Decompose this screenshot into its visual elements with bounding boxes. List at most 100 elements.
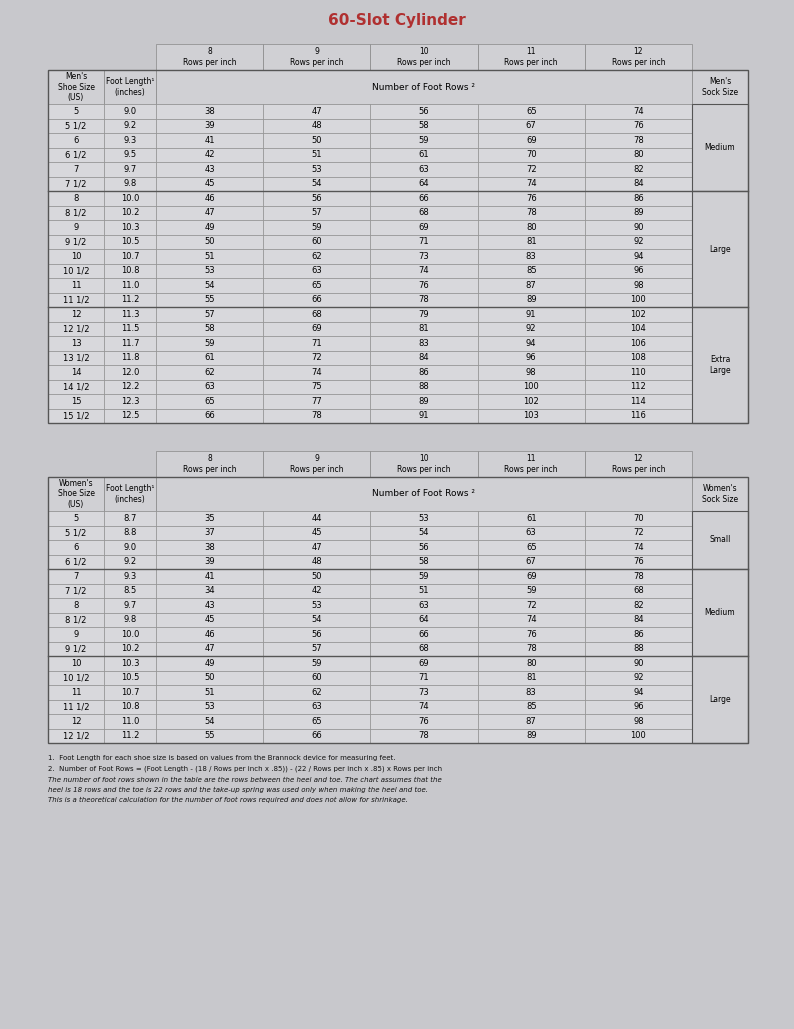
Text: 12: 12 — [71, 310, 81, 319]
Bar — [263, 206, 370, 220]
Text: 89: 89 — [633, 208, 644, 217]
Bar — [104, 249, 156, 263]
Bar — [263, 336, 370, 351]
Bar — [156, 511, 263, 526]
Bar — [156, 641, 263, 657]
Text: 59: 59 — [526, 587, 537, 595]
Text: 79: 79 — [418, 310, 430, 319]
Text: 11
Rows per inch: 11 Rows per inch — [504, 454, 558, 473]
Bar — [104, 278, 156, 292]
Text: 66: 66 — [311, 732, 322, 740]
Bar — [263, 235, 370, 249]
Text: 83: 83 — [526, 252, 537, 260]
Bar — [156, 220, 263, 235]
Bar — [48, 104, 104, 118]
Text: 8
Rows per inch: 8 Rows per inch — [183, 47, 237, 67]
Text: 67: 67 — [526, 558, 537, 566]
Text: 85: 85 — [526, 267, 537, 275]
Bar — [478, 526, 585, 540]
Bar — [585, 671, 692, 685]
Text: 11
Rows per inch: 11 Rows per inch — [504, 47, 558, 67]
Text: 12 1/2: 12 1/2 — [63, 732, 89, 740]
Bar — [104, 162, 156, 177]
Bar — [692, 569, 748, 657]
Bar — [156, 147, 263, 162]
Text: 59: 59 — [204, 339, 215, 348]
Text: 43: 43 — [204, 165, 215, 174]
Bar — [370, 118, 478, 133]
Bar — [478, 598, 585, 612]
Bar — [104, 235, 156, 249]
Bar — [104, 627, 156, 641]
Text: 81: 81 — [526, 238, 537, 246]
Text: 15 1/2: 15 1/2 — [63, 412, 89, 420]
Bar — [156, 380, 263, 394]
Text: 68: 68 — [418, 644, 430, 653]
Bar — [478, 685, 585, 700]
Bar — [692, 307, 748, 423]
Bar — [156, 627, 263, 641]
Bar — [585, 380, 692, 394]
Bar — [370, 292, 478, 307]
Text: 76: 76 — [418, 717, 430, 725]
Text: 47: 47 — [204, 644, 215, 653]
Bar — [263, 409, 370, 423]
Text: 89: 89 — [526, 732, 537, 740]
Bar — [585, 641, 692, 657]
Text: 76: 76 — [418, 281, 430, 290]
Bar — [263, 671, 370, 685]
Bar — [370, 147, 478, 162]
Bar — [370, 526, 478, 540]
Bar — [156, 583, 263, 598]
Bar — [370, 641, 478, 657]
Text: 9.7: 9.7 — [123, 165, 137, 174]
Text: 8 1/2: 8 1/2 — [65, 615, 87, 625]
Text: 92: 92 — [526, 324, 537, 333]
Text: 47: 47 — [204, 208, 215, 217]
Bar — [370, 729, 478, 743]
Bar — [585, 409, 692, 423]
Text: 60-Slot Cylinder: 60-Slot Cylinder — [328, 13, 466, 29]
Bar — [263, 714, 370, 729]
Bar — [370, 671, 478, 685]
Text: 58: 58 — [418, 121, 430, 131]
Text: 45: 45 — [204, 179, 215, 188]
Text: 10.3: 10.3 — [121, 222, 139, 232]
Bar — [156, 292, 263, 307]
Text: 66: 66 — [311, 295, 322, 305]
Text: 96: 96 — [633, 702, 644, 711]
Bar — [263, 249, 370, 263]
Bar — [156, 569, 263, 583]
Bar — [104, 394, 156, 409]
Text: 87: 87 — [526, 281, 537, 290]
Bar — [370, 569, 478, 583]
Text: 58: 58 — [418, 558, 430, 566]
Bar — [370, 365, 478, 380]
Text: 6 1/2: 6 1/2 — [65, 558, 87, 566]
Bar — [585, 729, 692, 743]
Bar — [478, 235, 585, 249]
Text: 83: 83 — [418, 339, 430, 348]
Bar — [104, 321, 156, 336]
Bar — [370, 409, 478, 423]
Bar — [370, 685, 478, 700]
Text: 10: 10 — [71, 659, 81, 668]
Bar — [48, 409, 104, 423]
Bar — [263, 451, 370, 477]
Text: 74: 74 — [526, 615, 537, 625]
Text: 66: 66 — [418, 193, 430, 203]
Bar — [156, 598, 263, 612]
Text: 11: 11 — [71, 687, 81, 697]
Bar — [585, 44, 692, 70]
Text: 12.2: 12.2 — [121, 382, 139, 391]
Text: 110: 110 — [630, 367, 646, 377]
Text: Foot Length¹
(inches): Foot Length¹ (inches) — [106, 485, 154, 504]
Text: 49: 49 — [204, 222, 215, 232]
Bar — [370, 394, 478, 409]
Text: 80: 80 — [526, 659, 537, 668]
Text: 10: 10 — [71, 252, 81, 260]
Text: 9.3: 9.3 — [123, 136, 137, 145]
Bar — [156, 162, 263, 177]
Bar — [48, 336, 104, 351]
Bar — [104, 526, 156, 540]
